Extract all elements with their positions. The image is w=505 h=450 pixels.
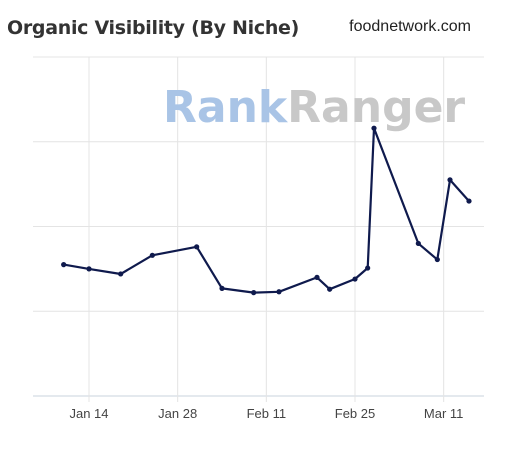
data-point[interactable] [314, 274, 320, 280]
data-point[interactable] [327, 286, 333, 292]
data-point[interactable] [61, 262, 67, 268]
site-domain: foodnetwork.com [349, 18, 471, 35]
data-point[interactable] [371, 125, 377, 131]
data-point[interactable] [219, 285, 225, 291]
series-layer [61, 125, 472, 296]
x-tick-label: Jan 28 [158, 406, 197, 421]
x-tick-label: Feb 25 [335, 406, 375, 421]
chart-title: Organic Visibility (By Niche) [7, 17, 300, 39]
x-tick-label: Feb 11 [247, 406, 287, 421]
data-point[interactable] [434, 256, 440, 263]
data-point[interactable] [466, 198, 472, 204]
x-tick-label: Mar 11 [424, 406, 464, 421]
data-point[interactable] [194, 244, 200, 250]
x-axis-ticks: Jan 14 Jan 28 Feb 11 Feb 25 Mar 11 [69, 406, 463, 421]
data-point[interactable] [365, 265, 371, 271]
data-point[interactable] [86, 266, 92, 272]
data-point[interactable] [149, 252, 155, 258]
data-point[interactable] [352, 276, 358, 282]
data-point[interactable] [251, 290, 257, 296]
data-point[interactable] [276, 289, 282, 295]
grid-lines [33, 56, 484, 402]
data-point[interactable] [415, 240, 421, 247]
data-point[interactable] [118, 271, 124, 277]
data-point[interactable] [447, 177, 453, 183]
watermark-logo: RankRanger [163, 82, 465, 133]
x-tick-label: Jan 14 [69, 406, 108, 421]
